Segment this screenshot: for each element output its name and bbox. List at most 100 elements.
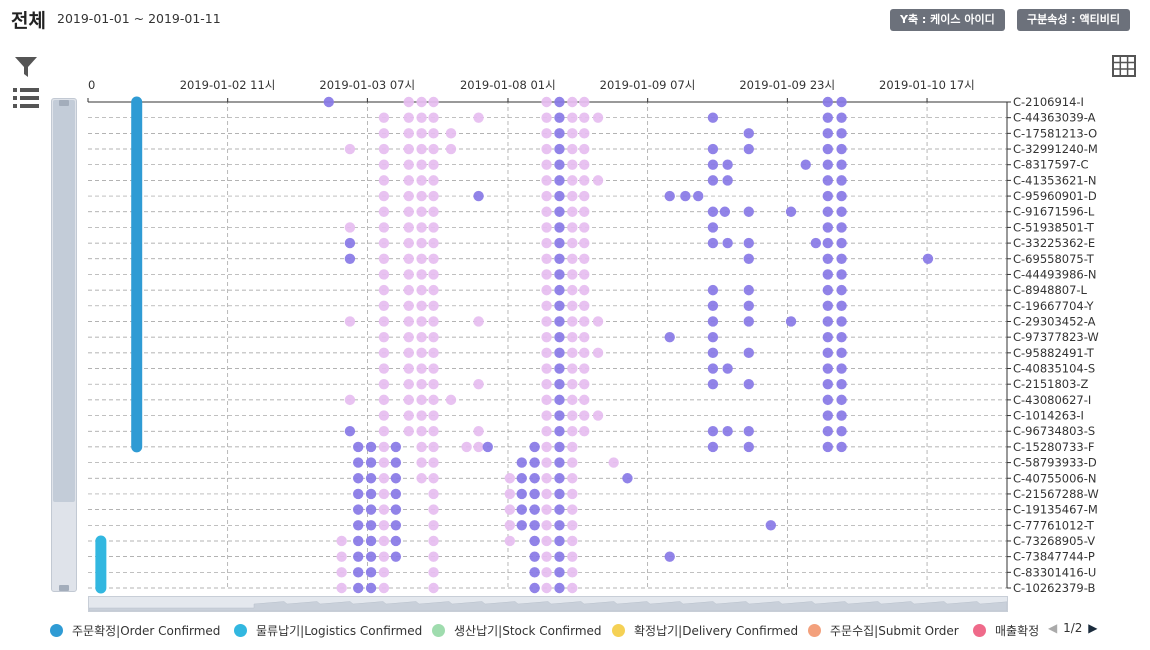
filter-icon[interactable] [14,55,38,79]
data-point [554,441,565,453]
horizontal-scrollbar[interactable] [88,596,1008,612]
data-point [378,441,390,453]
y-tick-label: C-21567288-W [1013,487,1099,501]
y-tick-label: C-17581213-O [1013,126,1097,140]
data-point [567,128,578,139]
legend-item-submit-order[interactable]: 주문수집|Submit Order [808,622,959,639]
x-tick-label: 2019-01-09 23시 [739,78,835,92]
data-point [554,96,565,108]
data-point [836,410,847,421]
data-point [567,269,578,280]
prev-page-icon[interactable]: ◀ [1048,621,1058,635]
data-point [352,520,364,531]
vertical-scroll-thumb[interactable] [53,100,75,502]
data-point [482,441,493,453]
data-point [579,175,590,186]
data-point [707,441,719,453]
data-point [579,112,590,123]
data-point [378,567,390,578]
data-point [378,316,390,327]
data-point [541,473,552,484]
data-point [822,441,833,453]
data-point [579,426,590,437]
data-point [822,331,833,343]
data-point [390,535,402,547]
data-point [579,206,590,217]
data-point [403,394,414,406]
data-point [504,520,516,531]
list-icon[interactable] [13,87,39,109]
data-point [743,284,754,296]
legend-item-order-confirmed[interactable]: 주문확정|Order Confirmed [50,622,220,639]
data-point [428,441,439,453]
attribute-button[interactable]: 구분속성 : 액티비티 [1017,9,1131,31]
data-point [567,237,578,249]
data-point [336,535,347,547]
data-point [529,567,540,578]
data-point [365,441,377,453]
data-point [378,535,390,547]
data-point [390,504,402,515]
legend-item-sales-confirmed[interactable]: 매출확정 [973,622,1043,639]
data-point [445,143,457,155]
y-tick-label: C-32991240-M [1013,142,1098,156]
y-tick-label: C-8948807-L [1013,283,1088,297]
data-point [541,551,552,562]
data-point [529,582,540,594]
data-point [541,363,552,374]
data-point [378,378,390,390]
data-point [378,159,390,170]
data-point [743,347,754,359]
data-point [541,112,552,123]
page-indicator: 1/2 [1063,621,1083,635]
data-point [541,457,552,468]
data-point [707,206,719,217]
data-point [836,331,847,343]
data-point [352,567,364,578]
data-point [554,488,565,500]
y-tick-label: C-83301416-U [1013,565,1096,579]
data-point [403,316,414,327]
y-tick-label: C-58793933-D [1013,456,1097,470]
data-point [707,300,719,312]
data-point [428,159,439,170]
data-point [428,410,439,421]
legend-item-delivery-confirmed[interactable]: 확정납기|Delivery Confirmed [612,622,798,639]
data-point [403,128,414,139]
data-point [541,300,552,312]
x-tick-label: 2019-01-10 17시 [879,78,975,92]
scroll-handle-bottom[interactable] [59,585,69,591]
table-icon[interactable] [1112,55,1136,77]
data-point [416,473,427,484]
data-point [323,96,334,108]
data-point [428,363,439,374]
data-point [554,159,565,170]
vertical-scrollbar[interactable] [51,98,77,592]
scroll-handle-top[interactable] [59,100,69,106]
data-point [567,284,578,296]
y-axis-button[interactable]: Y축 : 케이스 아이디 [890,9,1005,31]
data-point [428,457,439,468]
data-point [416,237,427,249]
data-point [567,347,578,359]
data-point [428,222,439,233]
data-point [403,143,414,155]
data-point [378,284,390,296]
data-point [365,504,377,515]
legend-item-stock-confirmed[interactable]: 생산납기|Stock Confirmed [432,622,602,639]
data-point [416,300,427,312]
data-point [579,316,590,327]
data-point [592,112,604,123]
data-point [836,426,847,437]
data-point [554,175,565,186]
data-point [541,316,552,327]
data-point [378,504,390,515]
data-point [428,128,439,139]
data-point [622,473,633,484]
next-page-icon[interactable]: ▶ [1088,621,1098,635]
data-point [822,269,833,280]
data-point [579,410,590,421]
data-point [428,426,439,437]
data-point [836,441,847,453]
legend-item-logistics-confirmed[interactable]: 물류납기|Logistics Confirmed [234,622,422,639]
